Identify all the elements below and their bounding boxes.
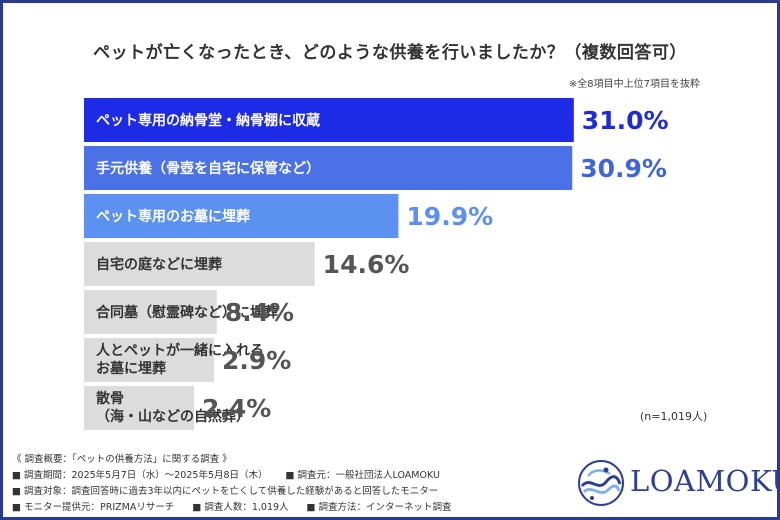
value-label-3: 19.9% (406, 202, 493, 231)
bar-1 (84, 98, 574, 142)
bar-6 (84, 338, 214, 382)
value-label-1: 31.0% (582, 106, 669, 135)
survey-provider-row: ■ モニター提供元：PRIZMAリサーチ ■ 調査人数：1,019人 ■ 調査方法：… (12, 500, 532, 516)
bar-4 (84, 242, 315, 286)
bar-label-6: 人とペットが一緒に入れるお墓に埋葬 (96, 342, 264, 377)
survey-overview: 《 調査概要：「ペットの供養方法」に関する調査 》 ■ 調査期間：2025年5月… (12, 452, 532, 516)
survey-heading: 《 調査概要：「ペットの供養方法」に関する調査 》 (12, 454, 232, 465)
survey-provider: ■ モニター提供元：PRIZMAリサーチ (12, 502, 175, 513)
survey-target: ■ 調査対象：調査回答時に過去3年以内にペットを亡くして供養した経験があると回答… (12, 486, 439, 497)
selection-note: ※全8項目中上位7項目を抜粋 (568, 79, 700, 90)
bar-7 (84, 386, 194, 430)
logo-wordmark: LOAMOKU (630, 464, 780, 498)
sample-size: (n=1,019人) (640, 410, 708, 423)
logo-emblem-icon (578, 460, 624, 506)
bar-label-5: 合同墓（慰霊碑など）に埋葬 (96, 304, 278, 321)
bar-2 (84, 146, 573, 190)
bar-label-7: 散骨（海・山などの自然葬） (96, 390, 250, 425)
bar-label-1: ペット専用の納骨堂・納骨棚に収蔵 (96, 112, 320, 129)
survey-organizer: ■ 調査元：一般社団法人LOAMOKU (285, 470, 440, 481)
survey-method: ■ 調査方法：インターネット調査 (306, 502, 452, 513)
survey-respondents: ■ 調査人数：1,019人 (192, 502, 289, 513)
bar-3 (84, 194, 399, 238)
value-label-7: 2.4% (202, 394, 271, 423)
bar-label-3: ペット専用のお墓に埋葬 (96, 208, 250, 225)
value-label-4: 14.6% (323, 250, 410, 279)
value-label-6: 2.9% (222, 346, 291, 375)
value-label-2: 30.9% (580, 154, 667, 183)
loamoku-logo: LOAMOKU (576, 458, 780, 508)
bar-label-2: 手元供養（骨壺を自宅に保管など） (96, 160, 320, 177)
value-label-5: 8.4% (225, 298, 294, 327)
chart-title: ペットが亡くなったとき、どのような供養を行いましたか？（複数回答可） (93, 43, 687, 63)
survey-period-row: ■ 調査期間：2025年5月7日（水）～2025年5月8日（木） ■ 調査元：一般… (12, 468, 532, 484)
bar-label-4: 自宅の庭などに埋葬 (96, 256, 222, 273)
bar-5 (84, 290, 217, 334)
survey-period: ■ 調査期間：2025年5月7日（水）～2025年5月8日（木） (12, 470, 268, 481)
